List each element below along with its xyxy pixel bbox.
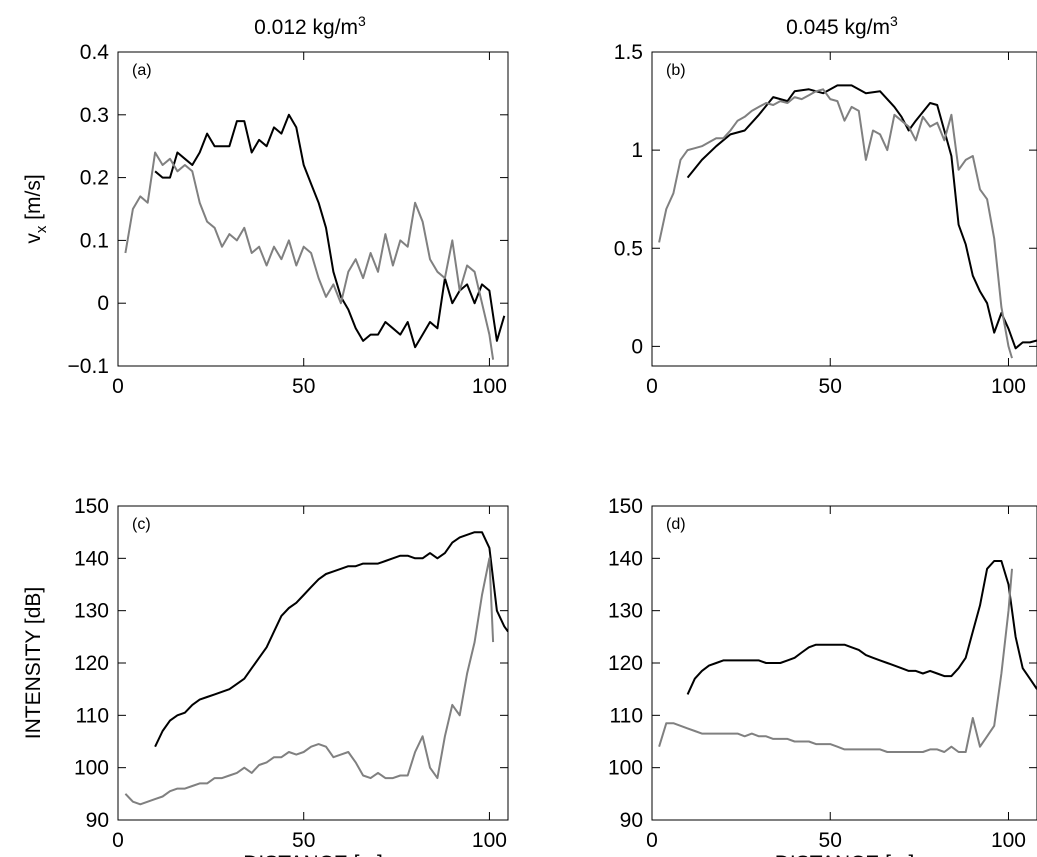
axes-frame-b [651,51,1037,367]
ytick-label: 100 [608,757,643,780]
series-group [124,531,508,806]
column-title-left: 0.012 kg/m3 [254,13,366,39]
ytick-label: 130 [74,600,109,623]
xtick-label: 50 [819,829,842,852]
ytick-label: 110 [76,704,109,727]
panel-b: 0 0.5 1 1.5 0 50 100 (b) [614,41,1037,398]
ytick-label: 0 [97,292,109,315]
ytick-label: 150 [608,495,643,518]
series-line-gray [658,88,1013,359]
xtick-label: 100 [991,375,1026,398]
axes-frame-d [651,505,1037,821]
xtick-label: 50 [292,829,315,852]
panel-label: (a) [132,62,152,79]
series-line-black [686,560,1037,695]
panel-label: (d) [666,516,686,533]
ytick-label: 0.4 [80,41,110,64]
ytick-label: 0.5 [614,237,643,260]
ytick-label: 1.5 [614,41,643,64]
ytick-label: 150 [74,495,109,518]
ytick-label: 110 [610,704,643,727]
panels: −0.100.10.20.30.40 50 100(a)vx [m/s]00.511… [22,41,1037,857]
axes-frame-a [117,51,509,367]
xtick-label: 100 [472,375,507,398]
series-group [124,113,506,360]
panel-label: (b) [666,62,686,79]
ytick-label: 0.2 [80,167,109,190]
xtick-label: 0 [112,829,124,852]
column-title-right: 0.045 kg/m3 [786,13,898,39]
x-axis-label: DISTANCE [m] [775,852,915,857]
x-axis-label: DISTANCE [m] [243,852,383,857]
xtick-label: 0 [112,375,124,398]
panel-d: 90 100 110 120 130 140 150 0 50 100 (d) DISTANCE [m… [608,495,1037,857]
series-group [658,84,1037,359]
ytick-label: 0.1 [80,229,109,252]
series-line-black [154,113,506,349]
series-line-black [154,531,508,748]
xtick-label: 50 [292,375,315,398]
ytick-label: 120 [608,652,643,675]
series-line-gray [124,557,495,806]
xtick-label: 100 [472,829,507,852]
ytick-label: 140 [608,547,643,570]
ytick-label: 130 [608,600,643,623]
ytick-label: 0.3 [80,104,109,127]
xtick-label: 50 [819,375,842,398]
y-axis-label: INTENSITY [dB] [22,587,45,740]
ytick-label: 100 [74,757,109,780]
xtick-label: 0 [646,829,658,852]
panel-a: −0.100.10.20.30.40 50 100(a)vx [m/s] [22,41,509,398]
series-line-gray [658,568,1013,753]
ytick-label: 1 [631,139,643,162]
series-line-gray [124,151,495,360]
panel-label: (c) [132,516,151,533]
axes-frame-c [117,505,509,821]
panel-c: 90 100 110 120 130 140 150 0 50 100 (c) DISTANCE [m… [22,495,509,857]
ytick-label: 0 [631,335,643,358]
y-axis-label: vx [m/s] [22,174,50,243]
ytick-label: 90 [620,809,643,832]
ytick-label: 120 [74,652,109,675]
ytick-label: 140 [74,547,109,570]
xtick-label: 0 [646,375,658,398]
series-line-black [686,84,1037,350]
ytick-label: 90 [86,809,109,832]
series-group [658,560,1037,753]
xtick-label: 100 [991,829,1026,852]
ytick-label: −0.1 [68,355,109,378]
